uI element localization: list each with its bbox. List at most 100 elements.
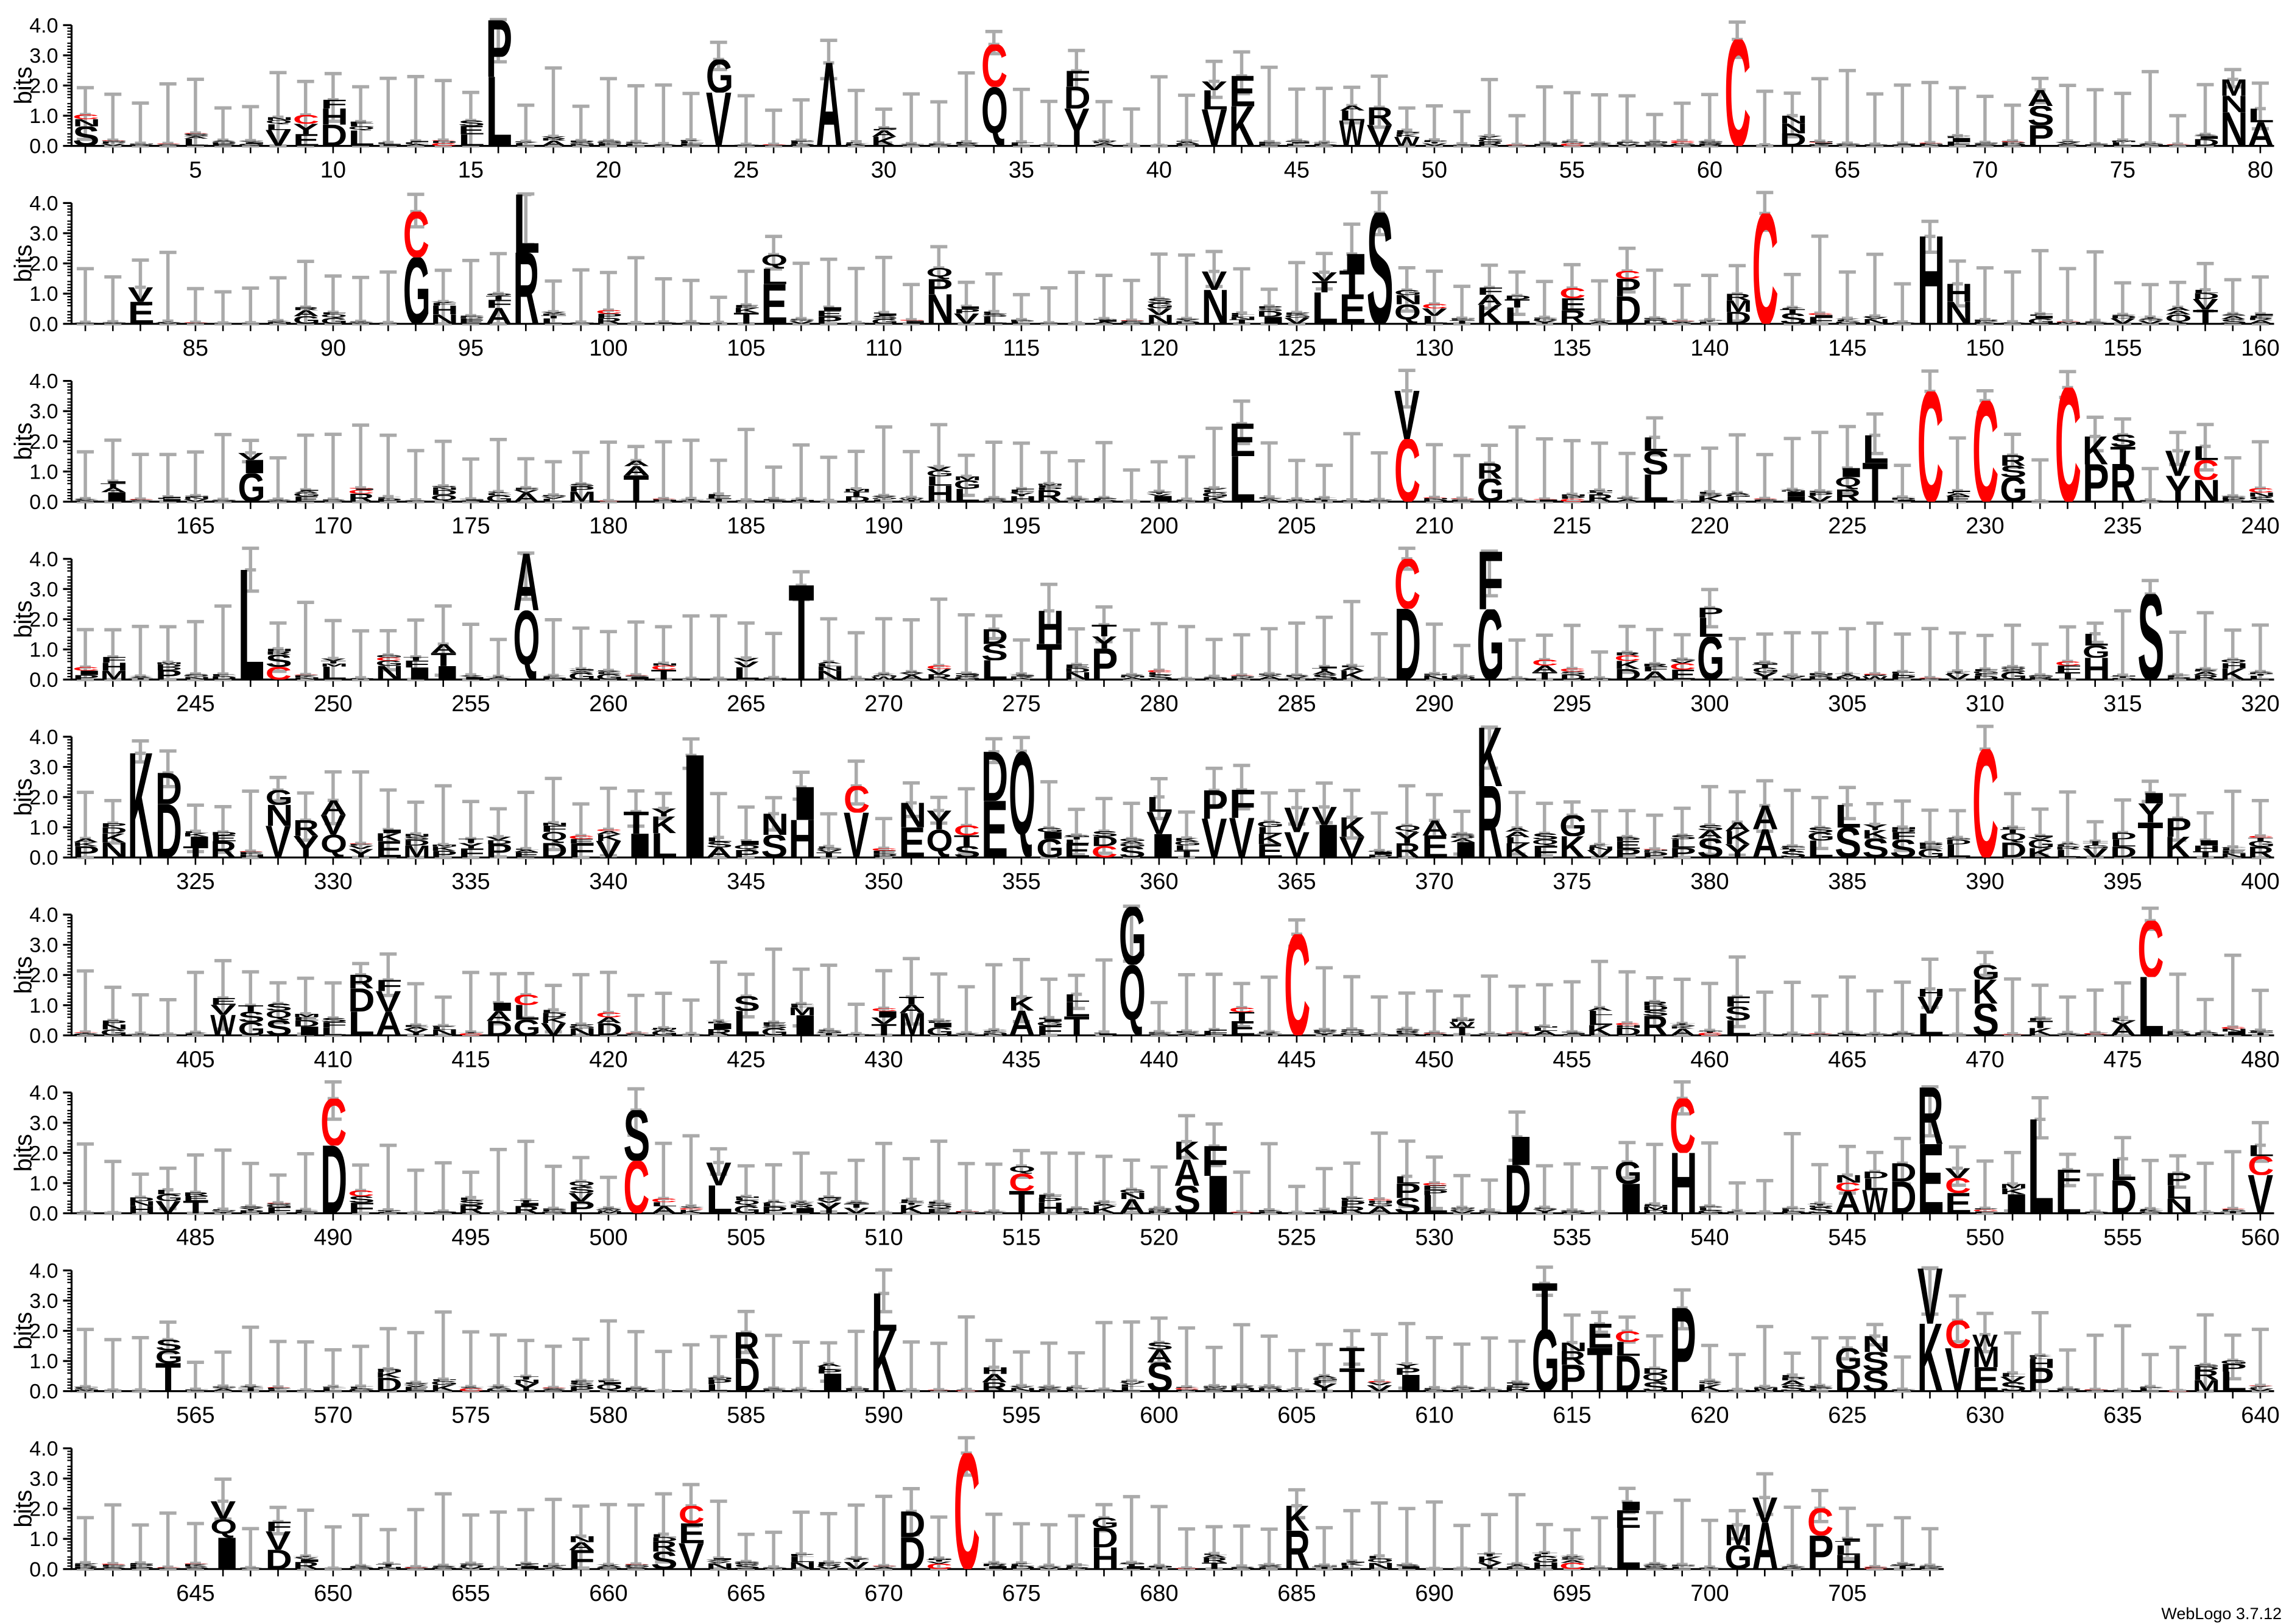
svg-text:205: 205 [1277,513,1316,539]
svg-text:35: 35 [1009,158,1034,183]
svg-text:405: 405 [176,1047,214,1072]
svg-text:bits: bits [10,600,37,638]
svg-text:505: 505 [727,1225,765,1251]
svg-text:225: 225 [1828,513,1866,539]
svg-text:630: 630 [1966,1403,2004,1429]
svg-text:680: 680 [1140,1581,1178,1606]
svg-text:1.0: 1.0 [29,639,58,662]
svg-text:4.0: 4.0 [29,726,58,749]
svg-text:270: 270 [864,691,903,717]
svg-text:180: 180 [589,513,627,539]
svg-text:535: 535 [1553,1225,1591,1251]
svg-text:320: 320 [2241,691,2279,717]
svg-text:0.0: 0.0 [29,1380,58,1404]
svg-text:650: 650 [314,1581,352,1606]
svg-text:310: 310 [1966,691,2004,717]
svg-text:595: 595 [1002,1403,1040,1429]
svg-text:220: 220 [1690,513,1729,539]
svg-text:690: 690 [1415,1581,1453,1606]
svg-text:375: 375 [1553,869,1591,895]
svg-text:1.0: 1.0 [29,1350,58,1373]
svg-text:660: 660 [589,1581,627,1606]
svg-text:695: 695 [1553,1581,1591,1606]
svg-text:bits: bits [10,244,37,282]
svg-text:10: 10 [320,158,346,183]
svg-text:115: 115 [1003,336,1040,361]
svg-text:260: 260 [589,691,627,717]
svg-text:175: 175 [451,513,490,539]
svg-text:640: 640 [2241,1403,2279,1429]
svg-text:65: 65 [1835,158,1860,183]
svg-text:95: 95 [458,336,484,361]
svg-text:480: 480 [2241,1047,2279,1072]
svg-text:290: 290 [1415,691,1453,717]
svg-text:5: 5 [189,158,202,183]
svg-text:4.0: 4.0 [29,548,58,571]
svg-text:3.0: 3.0 [29,1290,58,1313]
svg-text:bits: bits [10,1489,37,1527]
svg-text:575: 575 [451,1403,490,1429]
svg-text:3.0: 3.0 [29,1112,58,1135]
svg-text:4.0: 4.0 [29,904,58,927]
svg-text:560: 560 [2241,1225,2279,1251]
svg-text:570: 570 [314,1403,352,1429]
svg-text:550: 550 [1966,1225,2004,1251]
svg-text:435: 435 [1002,1047,1040,1072]
svg-text:370: 370 [1415,869,1453,895]
svg-text:350: 350 [864,869,903,895]
svg-text:300: 300 [1690,691,1729,717]
svg-text:4.0: 4.0 [29,192,58,215]
svg-text:145: 145 [1828,336,1866,361]
svg-text:620: 620 [1690,1403,1729,1429]
svg-text:440: 440 [1140,1047,1178,1072]
svg-text:410: 410 [314,1047,352,1072]
svg-text:60: 60 [1697,158,1723,183]
svg-text:460: 460 [1690,1047,1729,1072]
svg-text:340: 340 [589,869,627,895]
svg-text:455: 455 [1553,1047,1591,1072]
svg-text:125: 125 [1277,336,1316,361]
svg-text:470: 470 [1966,1047,2004,1072]
svg-text:3.0: 3.0 [29,222,58,245]
svg-text:295: 295 [1553,691,1591,717]
svg-text:245: 245 [176,691,214,717]
svg-text:590: 590 [864,1403,903,1429]
svg-text:0.0: 0.0 [29,669,58,692]
svg-text:4.0: 4.0 [29,14,58,37]
svg-text:705: 705 [1828,1581,1866,1606]
svg-text:530: 530 [1415,1225,1453,1251]
svg-text:250: 250 [314,691,352,717]
svg-text:3.0: 3.0 [29,578,58,601]
svg-text:25: 25 [733,158,759,183]
svg-text:395: 395 [2103,869,2142,895]
svg-text:315: 315 [2103,691,2142,717]
svg-text:450: 450 [1415,1047,1453,1072]
svg-text:110: 110 [866,336,903,361]
svg-text:155: 155 [2103,336,2142,361]
svg-text:1.0: 1.0 [29,283,58,306]
svg-text:55: 55 [1559,158,1585,183]
svg-text:655: 655 [451,1581,490,1606]
svg-text:235: 235 [2103,513,2142,539]
svg-text:0.0: 0.0 [29,1024,58,1047]
svg-text:185: 185 [727,513,765,539]
svg-text:195: 195 [1002,513,1040,539]
svg-text:0.0: 0.0 [29,846,58,870]
svg-text:525: 525 [1277,1225,1316,1251]
svg-text:495: 495 [451,1225,490,1251]
svg-text:1.0: 1.0 [29,1528,58,1551]
svg-text:330: 330 [314,869,352,895]
svg-text:445: 445 [1277,1047,1316,1072]
svg-text:120: 120 [1140,336,1178,361]
svg-text:4.0: 4.0 [29,1259,58,1282]
svg-text:1.0: 1.0 [29,1172,58,1195]
svg-text:70: 70 [1972,158,1998,183]
svg-text:615: 615 [1553,1403,1591,1429]
svg-text:635: 635 [2103,1403,2142,1429]
svg-text:425: 425 [727,1047,765,1072]
svg-text:50: 50 [1422,158,1447,183]
svg-text:4.0: 4.0 [29,370,58,393]
svg-text:390: 390 [1966,869,2004,895]
svg-text:1.0: 1.0 [29,105,58,128]
svg-text:0.0: 0.0 [29,491,58,514]
